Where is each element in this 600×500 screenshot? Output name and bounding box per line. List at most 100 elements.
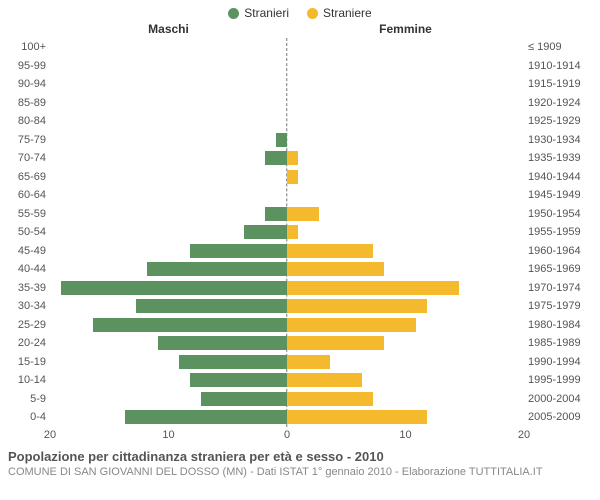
row-bars xyxy=(50,223,524,242)
male-bar-container xyxy=(50,242,287,261)
female-bar xyxy=(287,392,373,406)
birth-year-label: 1965-1969 xyxy=(524,263,592,275)
birth-year-label: 1925-1929 xyxy=(524,115,592,127)
male-bar-container xyxy=(50,94,287,113)
pyramid-row: 95-99 1910-1914 xyxy=(8,57,592,76)
age-label: 35-39 xyxy=(8,282,50,294)
male-bar-container xyxy=(50,57,287,76)
pyramid-row: 60-641945-1949 xyxy=(8,186,592,205)
female-bar xyxy=(287,170,298,184)
male-bar xyxy=(136,299,287,313)
male-bar xyxy=(244,225,287,239)
male-bar-container xyxy=(50,408,287,427)
row-bars xyxy=(50,242,524,261)
female-bar-container xyxy=(287,353,524,372)
pyramid-rows: 100+≤ 190995-991910-191490-941915-191985… xyxy=(8,38,592,427)
birth-year-label: 1915-1919 xyxy=(524,78,592,90)
female-bar-container xyxy=(287,149,524,168)
female-bar xyxy=(287,410,427,424)
age-label: 65-69 xyxy=(8,171,50,183)
age-label: 95-99 xyxy=(8,60,50,72)
row-bars xyxy=(50,149,524,168)
age-label: 20-24 xyxy=(8,337,50,349)
row-bars xyxy=(50,353,524,372)
female-bar-container xyxy=(287,316,524,335)
pyramid-row: 0-42005-2009 xyxy=(8,408,592,427)
pyramid-row: 45-491960-1964 xyxy=(8,242,592,261)
male-bar-container xyxy=(50,75,287,94)
legend-female-label: Straniere xyxy=(323,6,372,20)
pyramid-row: 5-92000-2004 xyxy=(8,390,592,409)
male-bar-container xyxy=(50,279,287,298)
female-bar-container xyxy=(287,112,524,131)
birth-year-label: 1955-1959 xyxy=(524,226,592,238)
age-label: 55-59 xyxy=(8,208,50,220)
female-bar-container xyxy=(287,57,524,76)
female-bar xyxy=(287,207,319,221)
row-bars xyxy=(50,408,524,427)
female-bar-container xyxy=(287,205,524,224)
male-bar xyxy=(158,336,287,350)
pyramid-row: 65-691940-1944 xyxy=(8,168,592,187)
male-bar-container xyxy=(50,168,287,187)
row-bars xyxy=(50,57,524,76)
x-axis-ticks: 201001020 xyxy=(50,429,524,443)
female-bar-container xyxy=(287,131,524,150)
female-bar-container xyxy=(287,186,524,205)
birth-year-label: ≤ 1909 xyxy=(524,41,592,53)
female-bar-container xyxy=(287,371,524,390)
birth-year-label: 1945-1949 xyxy=(524,189,592,201)
female-bar xyxy=(287,262,384,276)
female-bar-container xyxy=(287,297,524,316)
row-bars xyxy=(50,371,524,390)
pyramid-row: 20-24 1985-1989 xyxy=(8,334,592,353)
male-bar-container xyxy=(50,371,287,390)
row-bars xyxy=(50,186,524,205)
male-bar xyxy=(190,244,287,258)
female-bar-container xyxy=(287,94,524,113)
legend: Stranieri Straniere xyxy=(8,6,592,20)
birth-year-label: 1985-1989 xyxy=(524,337,592,349)
female-bar-container xyxy=(287,242,524,261)
pyramid-row: 30-341975-1979 xyxy=(8,297,592,316)
birth-year-label: 1950-1954 xyxy=(524,208,592,220)
female-bar-container xyxy=(287,390,524,409)
birth-year-label: 1935-1939 xyxy=(524,152,592,164)
x-tick: 0 xyxy=(284,429,290,441)
male-bar xyxy=(147,262,287,276)
pyramid-row: 75-791930-1934 xyxy=(8,131,592,150)
female-bar xyxy=(287,225,298,239)
birth-year-label: 1975-1979 xyxy=(524,300,592,312)
row-bars xyxy=(50,260,524,279)
male-bar-container xyxy=(50,260,287,279)
chart-title: Popolazione per cittadinanza straniera p… xyxy=(8,449,592,464)
x-tick: 20 xyxy=(44,429,56,441)
pyramid-row: 70-741935-1939 xyxy=(8,149,592,168)
header-male: Maschi xyxy=(50,22,287,36)
female-bar xyxy=(287,373,362,387)
header-female: Femmine xyxy=(287,22,524,36)
birth-year-label: 1910-1914 xyxy=(524,60,592,72)
male-bar-container xyxy=(50,149,287,168)
age-label: 40-44 xyxy=(8,263,50,275)
male-bar-container xyxy=(50,316,287,335)
birth-year-label: 2000-2004 xyxy=(524,393,592,405)
birth-year-label: 1930-1934 xyxy=(524,134,592,146)
female-bar-container xyxy=(287,334,524,353)
x-tick: 20 xyxy=(518,429,530,441)
pyramid-row: 40-44 1965-1969 xyxy=(8,260,592,279)
male-bar-container xyxy=(50,353,287,372)
male-bar xyxy=(265,151,287,165)
male-bar-container xyxy=(50,334,287,353)
age-label: 50-54 xyxy=(8,226,50,238)
column-headers: Maschi Femmine xyxy=(8,22,592,36)
age-label: 15-19 xyxy=(8,356,50,368)
birth-year-label: 1960-1964 xyxy=(524,245,592,257)
age-label: 0-4 xyxy=(8,411,50,423)
pyramid-row: 90-941915-1919 xyxy=(8,75,592,94)
male-bar-container xyxy=(50,390,287,409)
row-bars xyxy=(50,297,524,316)
population-pyramid-chart: Stranieri Straniere Maschi Femmine Fasce… xyxy=(0,0,600,482)
male-bar-container xyxy=(50,186,287,205)
pyramid-row: 15-191990-1994 xyxy=(8,353,592,372)
